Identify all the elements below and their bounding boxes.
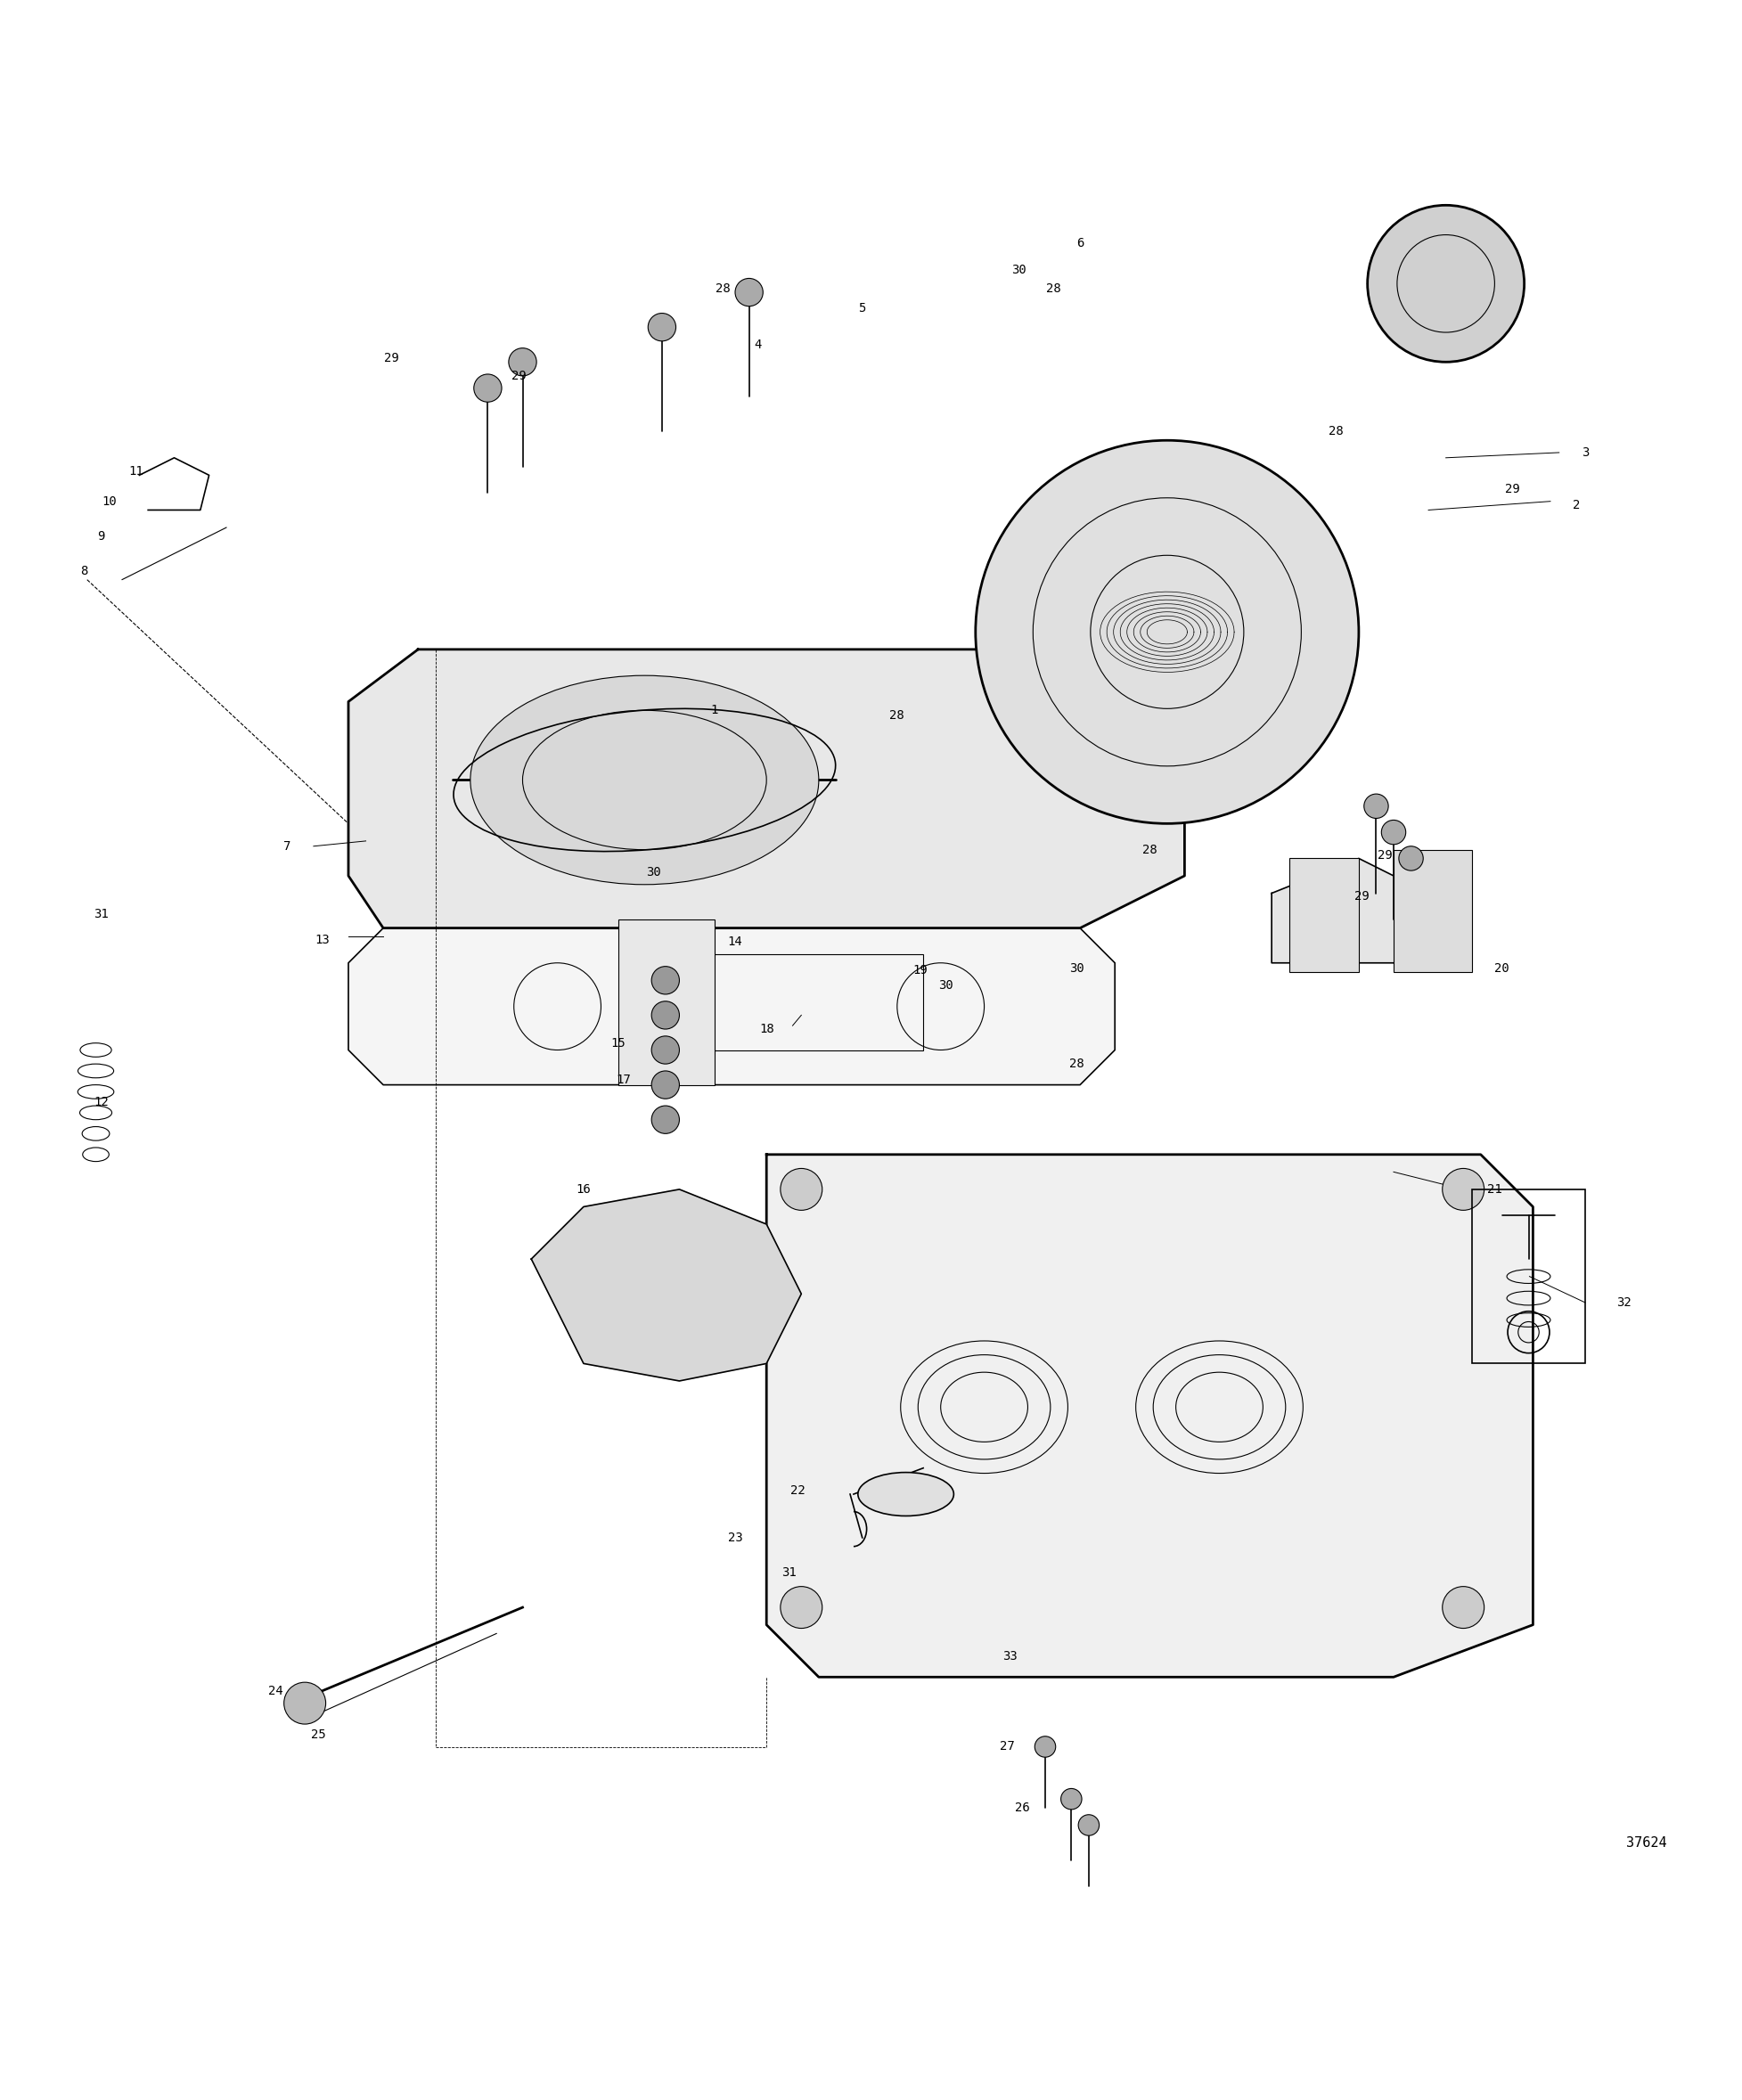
Text: 28: 28 (890, 710, 904, 722)
Text: 19: 19 (913, 964, 927, 977)
Bar (1289, 859, 1359, 972)
Text: 20: 20 (1495, 962, 1509, 974)
Text: 5: 5 (859, 302, 866, 315)
Text: 31: 31 (782, 1567, 796, 1579)
Circle shape (976, 441, 1359, 823)
Circle shape (1035, 1737, 1056, 1758)
Circle shape (648, 313, 676, 340)
Text: 30: 30 (646, 865, 660, 878)
Circle shape (1442, 1586, 1484, 1628)
Circle shape (1367, 206, 1524, 361)
Circle shape (1078, 1814, 1099, 1835)
Text: 28: 28 (1143, 844, 1157, 857)
Text: 32: 32 (1617, 1296, 1631, 1308)
Text: 23: 23 (728, 1531, 742, 1544)
Text: 7: 7 (284, 840, 291, 853)
Circle shape (652, 1107, 679, 1134)
Text: 31: 31 (94, 907, 108, 920)
Text: 28: 28 (716, 284, 730, 296)
Circle shape (1442, 1168, 1484, 1210)
Ellipse shape (523, 710, 766, 851)
Circle shape (474, 374, 502, 401)
Bar (618, 920, 714, 1086)
Text: 37624: 37624 (1625, 1835, 1667, 1850)
Text: 2: 2 (1573, 498, 1580, 510)
Text: 9: 9 (98, 529, 105, 542)
Circle shape (652, 1071, 679, 1098)
Text: 24: 24 (268, 1684, 282, 1697)
Text: 4: 4 (754, 338, 761, 351)
Text: 25: 25 (312, 1728, 326, 1741)
Circle shape (652, 966, 679, 993)
Text: 18: 18 (760, 1023, 773, 1035)
Polygon shape (348, 649, 1185, 928)
Text: 17: 17 (617, 1073, 631, 1086)
Text: 22: 22 (791, 1485, 805, 1497)
Ellipse shape (470, 676, 819, 884)
Text: 29: 29 (1355, 890, 1369, 903)
Circle shape (1061, 1789, 1082, 1810)
Bar (1394, 851, 1472, 972)
Circle shape (509, 349, 537, 376)
Bar (627, 953, 923, 1050)
Text: 29: 29 (512, 370, 526, 382)
Text: 30: 30 (1012, 262, 1026, 275)
Text: 29: 29 (1378, 848, 1392, 861)
Text: 29: 29 (385, 353, 399, 365)
Circle shape (652, 1035, 679, 1065)
Text: 30: 30 (1070, 962, 1084, 974)
Text: 12: 12 (94, 1096, 108, 1109)
Ellipse shape (857, 1472, 953, 1516)
Text: 8: 8 (80, 565, 87, 578)
Circle shape (780, 1586, 822, 1628)
Text: 11: 11 (129, 466, 143, 479)
Text: 28: 28 (1329, 426, 1343, 439)
Circle shape (1399, 846, 1423, 872)
Circle shape (284, 1682, 326, 1724)
Text: 30: 30 (939, 979, 953, 991)
Circle shape (1364, 794, 1388, 819)
Text: 10: 10 (103, 496, 117, 508)
Text: 6: 6 (1077, 237, 1084, 250)
Text: 33: 33 (1003, 1651, 1017, 1663)
Text: 3: 3 (1582, 447, 1589, 458)
Circle shape (1381, 821, 1406, 844)
Circle shape (735, 279, 763, 307)
Text: 27: 27 (1000, 1741, 1014, 1754)
Text: 21: 21 (1488, 1182, 1502, 1195)
Polygon shape (766, 1155, 1533, 1678)
Text: 1: 1 (711, 704, 718, 716)
Text: 16: 16 (577, 1182, 591, 1195)
Circle shape (780, 1168, 822, 1210)
Polygon shape (1272, 859, 1428, 964)
Text: 14: 14 (728, 937, 742, 949)
Text: 29: 29 (1505, 483, 1519, 496)
Text: 28: 28 (1047, 284, 1061, 296)
Text: 15: 15 (611, 1037, 625, 1050)
Text: 28: 28 (1070, 1058, 1084, 1071)
Text: 26: 26 (1016, 1802, 1030, 1814)
Polygon shape (531, 1189, 801, 1382)
Circle shape (652, 1002, 679, 1029)
Text: 13: 13 (315, 934, 329, 947)
Polygon shape (348, 928, 1115, 1086)
Bar (1472, 1189, 1585, 1363)
